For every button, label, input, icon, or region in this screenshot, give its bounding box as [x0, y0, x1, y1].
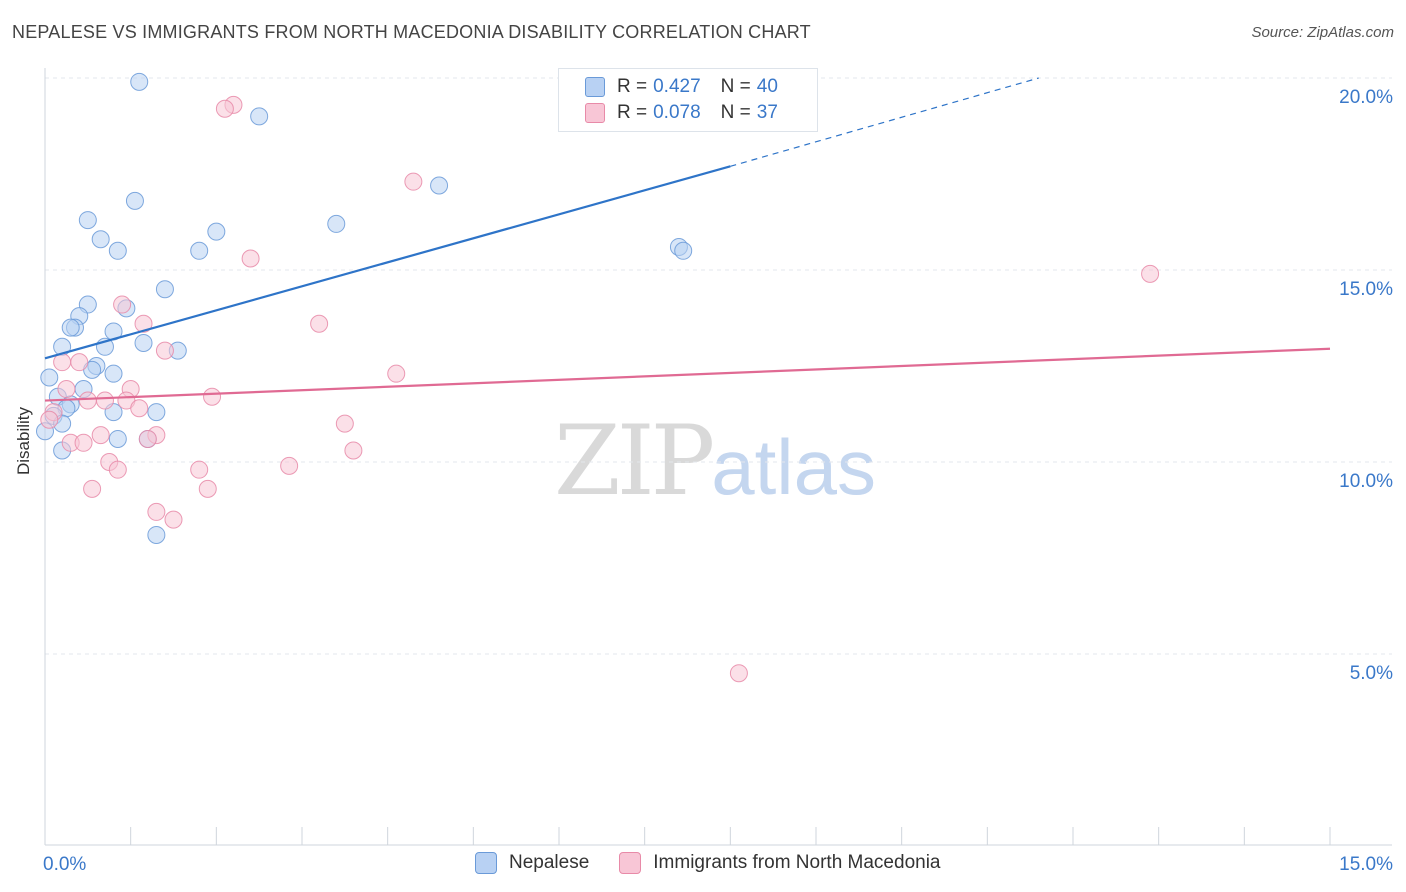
macedonia-point — [130, 399, 149, 418]
macedonia-point — [138, 429, 157, 448]
nepalese-point — [40, 368, 59, 387]
nepalese-point — [125, 191, 144, 210]
nepalese-point — [155, 280, 174, 299]
r-label: R = — [617, 102, 648, 123]
macedonia-point — [729, 664, 748, 683]
nepalese-point — [250, 107, 269, 126]
legend-label: Immigrants from North Macedonia — [653, 852, 941, 873]
watermark-zip: ZIP — [554, 405, 715, 517]
macedonia-point — [134, 314, 153, 333]
macedonia-point — [280, 456, 299, 475]
legend-item-nepalese: Nepalese — [475, 852, 589, 874]
chart-title: NEPALESE VS IMMIGRANTS FROM NORTH MACEDO… — [12, 22, 811, 42]
macedonia-point — [198, 479, 217, 498]
macedonia-point — [57, 380, 76, 399]
macedonia-point — [190, 460, 209, 479]
nepalese-point — [207, 222, 226, 241]
macedonia-point — [70, 353, 89, 372]
macedonia-point — [113, 295, 132, 314]
nepalese-point — [78, 211, 97, 230]
macedonia-point — [310, 314, 329, 333]
x-tick-label: 15.0% — [1339, 854, 1393, 875]
y-tick-label: 15.0% — [1339, 279, 1393, 300]
macedonia-legend-swatch — [619, 852, 642, 874]
y-tick-label: 5.0% — [1350, 663, 1393, 684]
nepalese-point — [61, 318, 80, 337]
r-label: R = — [617, 76, 648, 97]
series-legend: Nepalese Immigrants from North Macedonia — [475, 852, 971, 874]
x-tick-label: 0.0% — [43, 854, 86, 875]
nepalese-point — [147, 403, 166, 422]
macedonia-point — [40, 410, 59, 429]
r-value: 0.427 — [653, 76, 701, 97]
y-tick-label: 10.0% — [1339, 471, 1393, 492]
r-value: 0.078 — [653, 102, 701, 123]
y-axis-label: Disability — [14, 406, 33, 475]
macedonia-point — [404, 172, 423, 191]
macedonia-trend-line — [44, 347, 1331, 402]
macedonia-point — [1141, 264, 1160, 283]
n-value: 37 — [756, 102, 778, 123]
macedonia-point — [335, 414, 354, 433]
nepalese-point — [108, 429, 127, 448]
n-label: N = — [720, 102, 751, 123]
macedonia-point — [78, 391, 97, 410]
n-value: 40 — [756, 76, 778, 97]
n-label: N = — [720, 76, 751, 97]
y-tick-label: 20.0% — [1339, 87, 1393, 108]
macedonia-swatch — [585, 103, 605, 123]
macedonia-point — [203, 387, 222, 406]
nepalese-point — [327, 214, 346, 233]
stats-row-nepalese: R = 0.427 N = 40 — [585, 75, 778, 99]
nepalese-swatch — [585, 77, 605, 97]
macedonia-point — [241, 249, 260, 268]
watermark: ZIPatlas — [554, 405, 876, 517]
stats-row-macedonia: R = 0.078 N = 37 — [585, 101, 778, 125]
nepalese-point — [190, 241, 209, 260]
nepalese-point — [674, 241, 693, 260]
nepalese-point — [430, 176, 449, 195]
nepalese-point — [147, 525, 166, 544]
nepalese-legend-swatch — [475, 852, 497, 874]
nepalese-trend-extension — [730, 77, 1039, 167]
nepalese-point — [108, 241, 127, 260]
nepalese-point — [104, 364, 123, 383]
macedonia-point — [74, 433, 93, 452]
macedonia-point — [95, 391, 114, 410]
legend-item-macedonia: Immigrants from North Macedonia — [619, 852, 941, 874]
nepalese-point — [130, 72, 149, 91]
macedonia-point — [91, 426, 110, 445]
nepalese-point — [91, 230, 110, 249]
macedonia-point — [83, 479, 102, 498]
watermark-atlas: atlas — [711, 423, 876, 511]
macedonia-point — [387, 364, 406, 383]
stats-legend: R = 0.427 N = 40 R = 0.078 N = 37 — [558, 68, 818, 132]
legend-label: Nepalese — [509, 852, 590, 873]
macedonia-point — [215, 99, 234, 118]
source-label: Source: ZipAtlas.com — [1251, 24, 1394, 41]
macedonia-point — [108, 460, 127, 479]
macedonia-point — [164, 510, 183, 529]
nepalese-point — [134, 333, 153, 352]
macedonia-point — [344, 441, 363, 460]
macedonia-point — [155, 341, 174, 360]
macedonia-point — [147, 502, 166, 521]
nepalese-trend-line — [44, 165, 731, 360]
